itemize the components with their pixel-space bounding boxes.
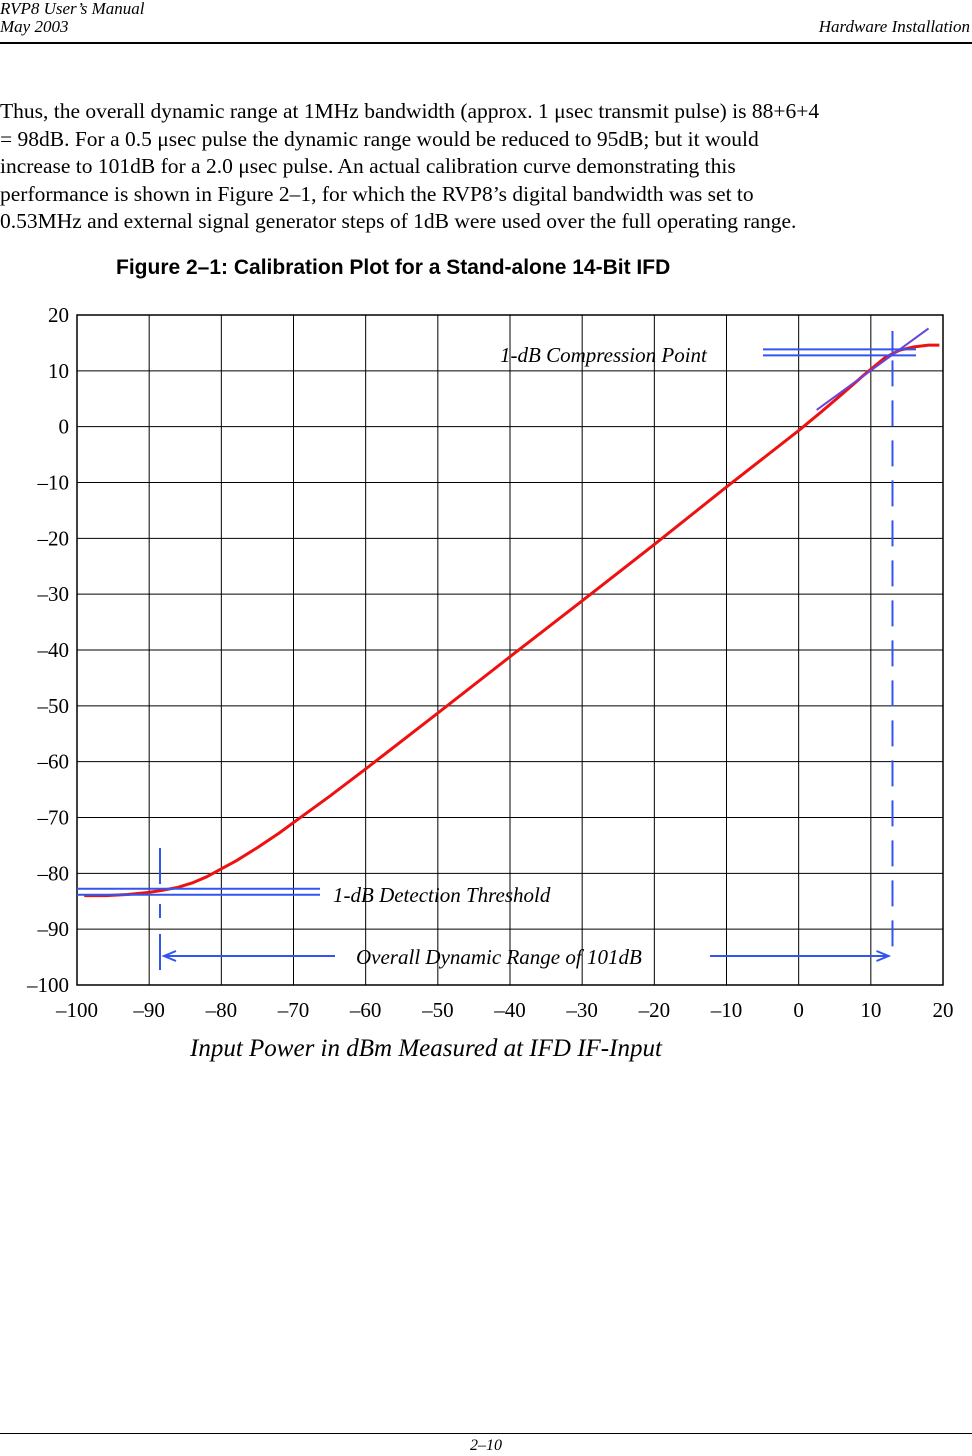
x-tick-label: –80: [205, 998, 238, 1022]
calibration-curve: [84, 343, 940, 898]
figure-title: Figure 2–1: Calibration Plot for a Stand…: [116, 256, 671, 279]
y-tick-label: –30: [37, 582, 70, 606]
body-line: = 98dB. For a 0.5 μsec pulse the dynamic…: [0, 126, 759, 151]
x-tick-label: 10: [860, 998, 881, 1022]
compression-point-label: 1-dB Compression Point: [500, 343, 708, 367]
y-tick-label: –100: [26, 973, 69, 997]
calibration-chart: 20100–10–20–30–40–50–60–70–80–90–100–100…: [26, 303, 954, 1062]
x-tick-label: –20: [638, 998, 671, 1022]
y-tick-label: –20: [37, 526, 70, 550]
y-tick-label: –60: [37, 750, 70, 774]
body-paragraph: Thus, the overall dynamic range at 1MHz …: [0, 98, 972, 236]
manual-date: May 2003: [0, 17, 69, 36]
y-tick-label: –80: [37, 861, 70, 885]
y-tick-label: –70: [37, 806, 70, 830]
dynamic-range-label: Overall Dynamic Range of 101dB: [356, 945, 642, 969]
x-tick-label: –30: [565, 998, 598, 1022]
y-tick-label: 0: [59, 415, 70, 439]
y-tick-label: –50: [37, 694, 70, 718]
x-tick-label: 20: [933, 998, 954, 1022]
y-tick-label: –90: [37, 917, 70, 941]
x-tick-label: 0: [793, 998, 804, 1022]
body-line: Thus, the overall dynamic range at 1MHz …: [0, 99, 820, 123]
page-number: 2–10: [470, 1437, 502, 1454]
header-rule: [0, 42, 972, 44]
y-tick-label: 10: [48, 359, 69, 383]
x-tick-label: –90: [132, 998, 165, 1022]
x-tick-label: –10: [710, 998, 743, 1022]
body-line: performance is shown in Figure 2–1, for …: [0, 181, 754, 206]
y-tick-label: –40: [37, 638, 70, 662]
footer-rule: [0, 1433, 972, 1434]
y-tick-label: 20: [48, 303, 69, 327]
x-tick-label: –100: [55, 998, 98, 1022]
y-tick-label: –10: [37, 471, 70, 495]
x-tick-label: –50: [421, 998, 454, 1022]
ideal-linear-line: [816, 327, 930, 411]
manual-title: RVP8 User’s Manual: [0, 0, 145, 18]
body-line: increase to 101dB for a 2.0 μsec pulse. …: [0, 154, 736, 178]
range-arrow-right-head: [876, 950, 892, 962]
x-axis-label: Input Power in dBm Measured at IFD IF-In…: [189, 1035, 663, 1062]
x-tick-label: –70: [277, 998, 310, 1022]
body-line: 0.53MHz and external signal generator st…: [0, 209, 797, 233]
range-arrow-left-head: [161, 950, 177, 962]
detection-threshold-label: 1-dB Detection Threshold: [333, 883, 551, 907]
x-tick-label: –60: [349, 998, 382, 1022]
section-title: Hardware Installation: [818, 17, 970, 36]
x-tick-label: –40: [493, 998, 526, 1022]
plot-frame: [76, 314, 944, 986]
